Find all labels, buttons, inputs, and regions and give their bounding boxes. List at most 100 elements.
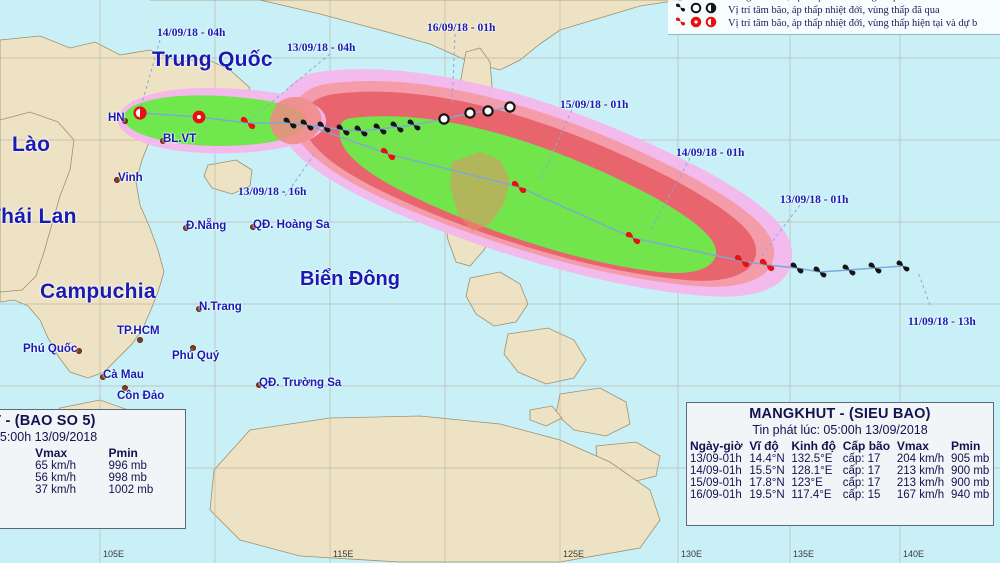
map-legend: Vùng tâm bão, áp thấp có khả năng đi qua… xyxy=(668,0,1000,35)
black-storm-s-icon xyxy=(674,1,687,19)
panel-mangkhut: MANGKHUT - (SIEU BAO) Tin phát lúc: 05:0… xyxy=(686,402,994,526)
red-half-circle-icon xyxy=(705,15,717,33)
longitude-tick-125e: 125E xyxy=(563,549,585,559)
country-label-trung-quoc: Trung Quốc xyxy=(152,48,273,71)
panel-mangkhut-r1c3: cấp: 17 xyxy=(842,465,881,477)
track-time-label-7: 13/09/18 - 16h xyxy=(238,186,307,198)
city-dot-blvt xyxy=(160,138,166,144)
panel-barijat-r1c3: 998 mb xyxy=(108,472,147,484)
track-lines xyxy=(139,106,904,273)
panel-mangkhut-r0c0: 13/09-01h xyxy=(690,453,742,465)
black-storm-s-icon xyxy=(895,258,912,275)
red-storm-s-icon xyxy=(379,145,398,164)
panel-mangkhut-r0c2: 132.5°E xyxy=(791,453,833,465)
city-label-vinh: Vinh xyxy=(118,172,143,184)
red-storm-s-icon xyxy=(733,252,752,271)
table-row: 11.5°E cấp: 08 65 km/h 996 mb xyxy=(0,460,185,472)
legend-text-2: Vị trí tâm bão, áp thấp nhiệt đới, vùng … xyxy=(728,18,978,30)
panel-barijat-header-row: nh độ Cấp bão Vmax Pmin xyxy=(0,446,185,460)
cone-overlap-region xyxy=(269,97,322,145)
longitude-tick-140e: 140E xyxy=(903,549,925,559)
city-dot-tphcm xyxy=(137,337,143,343)
panel-barijat-subtitle: úc: 05:00h 13/09/2018 xyxy=(0,430,98,444)
land-west xyxy=(0,111,75,293)
black-open-circle-icon xyxy=(464,107,477,120)
panel-mangkhut-r1c5: 900 mb xyxy=(950,465,990,477)
panel-barijat-r2c1: cấp: <6 xyxy=(0,484,32,496)
red-storm-s-icon xyxy=(510,178,529,197)
country-label-campuchia: Campuchia xyxy=(40,280,156,303)
legend-symbols-1 xyxy=(672,1,728,19)
black-storm-s-icon xyxy=(335,122,352,139)
black-open-circle-icon xyxy=(438,113,451,126)
black-storm-s-icon xyxy=(841,262,858,279)
city-label-da-nang: Đ.Nẵng xyxy=(186,220,227,232)
black-storm-s-icon xyxy=(372,121,389,138)
city-label-truong-sa: QĐ. Trường Sa xyxy=(259,377,342,389)
panel-mangkhut-r3c1: 19.5°N xyxy=(749,489,785,501)
table-row: 13/09-01h 14.4°N 132.5°E cấp: 17 204 km/… xyxy=(687,453,993,465)
land-hainan xyxy=(203,159,253,195)
city-dot-ca-mau xyxy=(100,374,106,380)
panel-barijat-r0c3: 996 mb xyxy=(108,460,147,472)
panel-mangkhut-r2c2: 123°E xyxy=(791,477,823,489)
track-time-label-2: 13/09/18 - 04h xyxy=(287,42,356,54)
country-label-thai-lan: Thái Lan xyxy=(0,205,77,228)
country-label-lao: Lào xyxy=(12,133,51,156)
longitude-tick-135e: 135E xyxy=(793,549,815,559)
black-storm-s-icon xyxy=(299,117,316,134)
city-label-hn: HN xyxy=(108,112,125,124)
panel-mangkhut-r1c2: 128.1°E xyxy=(791,465,833,477)
track-time-label-5: 14/09/18 - 01h xyxy=(676,147,745,159)
land-philippines-2 xyxy=(465,271,529,327)
barijat-cone-core xyxy=(124,95,307,146)
panel-mangkhut-r0c4: 204 km/h xyxy=(896,453,945,465)
black-storm-s-icon xyxy=(406,117,423,134)
panel-mangkhut-r3c0: 16/09-01h xyxy=(690,489,742,501)
panel-mangkhut-th-0: Ngày-giờ xyxy=(690,439,743,453)
city-dot-hoang-sa xyxy=(250,224,256,230)
red-filled-circle-icon xyxy=(192,110,207,125)
panel-mangkhut-r2c5: 900 mb xyxy=(950,477,990,489)
land-island-3 xyxy=(529,405,563,427)
city-dot-hn xyxy=(122,118,128,124)
table-row: 16/09-01h 19.5°N 117.4°E cấp: 15 167 km/… xyxy=(687,489,993,501)
city-dot-phu-quy xyxy=(190,345,196,351)
barijat-forecast-cone xyxy=(118,87,327,154)
panel-mangkhut-th-5: Pmin xyxy=(950,439,981,453)
table-row: 06.7°E cấp: <6 37 km/h 1002 mb xyxy=(0,484,185,496)
black-storm-s-icon xyxy=(867,260,884,277)
red-storm-s-icon xyxy=(758,256,777,275)
panel-barijat: JAT - (BAO SO 5) úc: 05:00h 13/09/2018 n… xyxy=(0,409,186,529)
panel-mangkhut-r1c1: 15.5°N xyxy=(749,465,785,477)
barijat-track-line xyxy=(139,106,511,132)
black-half-circle-icon xyxy=(705,1,717,19)
land-philippines-3 xyxy=(503,327,587,385)
panel-barijat-th-2: Vmax xyxy=(35,446,68,460)
panel-barijat-title: JAT - (BAO SO 5) xyxy=(0,413,96,429)
longitude-tick-105e: 105E xyxy=(103,549,125,559)
panel-mangkhut-th-2: Kinh độ xyxy=(791,439,836,453)
red-storm-s-icon xyxy=(624,229,643,248)
legend-symbols-2 xyxy=(672,15,728,33)
city-dot-vinh xyxy=(114,177,120,183)
track-time-label-1: 14/09/18 - 04h xyxy=(157,27,226,39)
mangkhut-forecast-cone xyxy=(277,69,793,297)
panel-mangkhut-header-row: Ngày-giờ Vĩ độ Kinh độ Cấp bão Vmax Pmin xyxy=(687,439,993,453)
black-storm-s-icon xyxy=(282,115,299,132)
panel-mangkhut-r3c2: 117.4°E xyxy=(791,489,832,501)
panel-barijat-r1c1: cấp: 07 xyxy=(0,472,32,484)
longitude-tick-130e: 130E xyxy=(681,549,703,559)
legend-text-0: Vùng tâm bão, áp thấp có khả năng đi qua xyxy=(728,0,905,2)
city-label-tphcm: TP.HCM xyxy=(117,325,160,337)
land-philippines-4 xyxy=(555,387,631,437)
red-storm-s-icon xyxy=(239,114,258,133)
city-label-phu-quy: Phú Quý xyxy=(172,350,220,362)
panel-barijat-table: nh độ Cấp bão Vmax Pmin 11.5°E cấp: 08 6… xyxy=(0,446,185,496)
black-storm-s-icon xyxy=(316,119,333,136)
panel-mangkhut-r0c1: 14.4°N xyxy=(749,453,785,465)
black-open-circle-icon xyxy=(504,101,517,114)
panel-barijat-r0c1: cấp: 08 xyxy=(0,460,32,472)
